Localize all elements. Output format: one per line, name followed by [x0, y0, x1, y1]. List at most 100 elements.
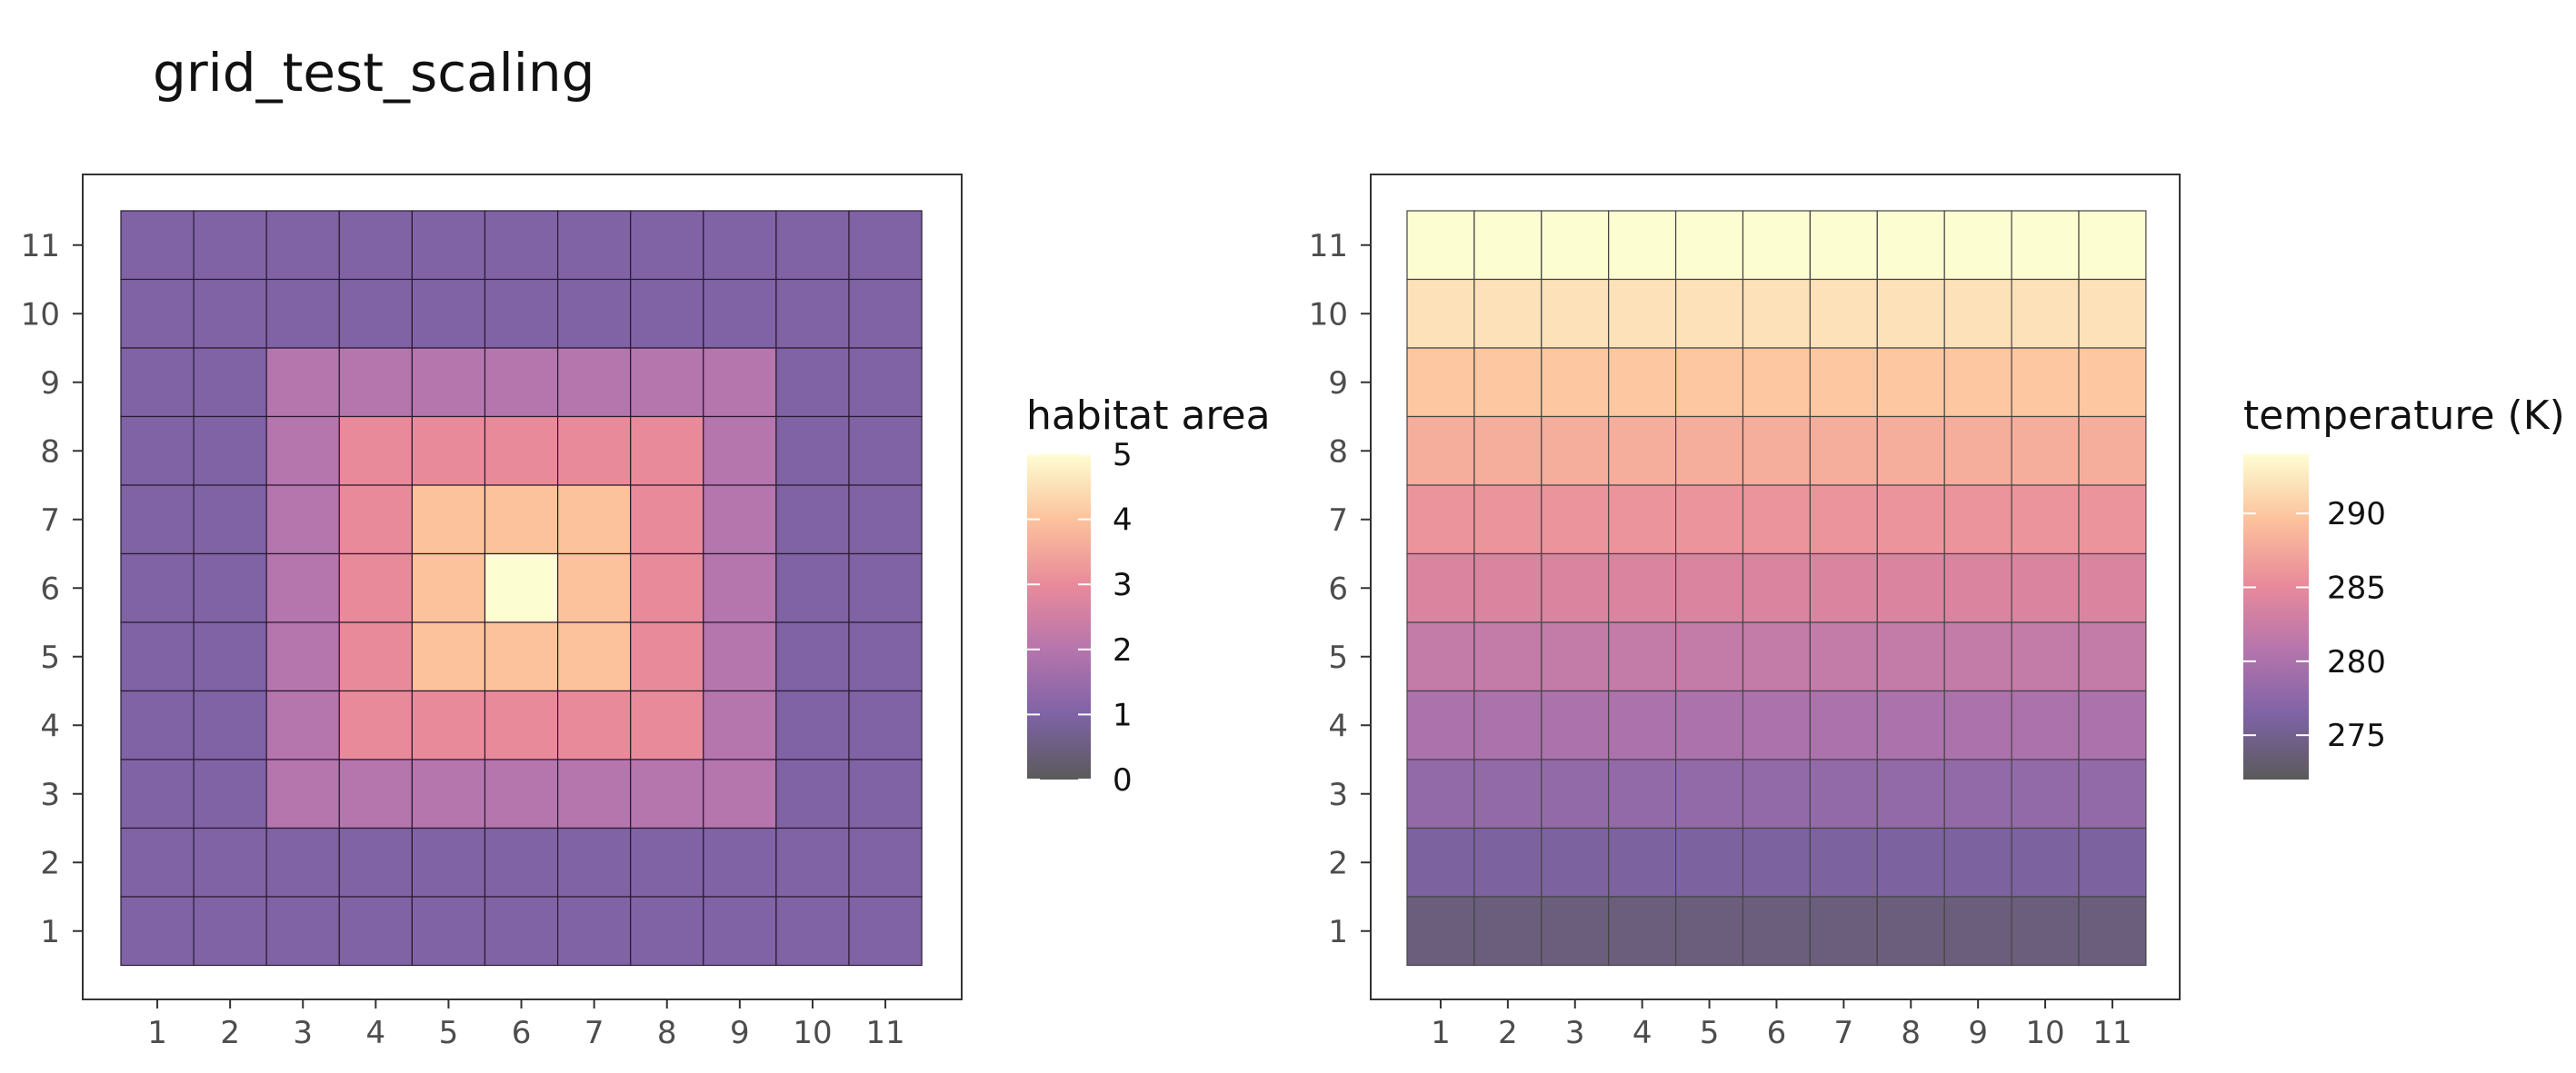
heatmap-cell [630, 552, 704, 623]
heatmap-cell [338, 415, 413, 486]
heatmap-cell [2011, 621, 2080, 692]
heatmap-cell [1608, 621, 1677, 692]
heatmap-cell [2078, 827, 2147, 898]
heatmap-cell [1608, 896, 1677, 967]
heatmap-cell [193, 759, 267, 830]
heatmap-cell [1608, 415, 1677, 486]
heatmap-cell [1674, 759, 1744, 830]
heatmap-cell [338, 827, 413, 898]
heatmap-cell [1943, 690, 2012, 760]
heatmap-cell [1406, 278, 1475, 349]
heatmap-cell [120, 347, 195, 418]
heatmap-cell [1608, 484, 1677, 555]
heatmap-cell [630, 827, 704, 898]
heatmap-cell [556, 690, 632, 760]
y-tick-label: 3 [1328, 777, 1348, 813]
y-tick-label: 10 [21, 296, 60, 333]
heatmap-cell [1406, 827, 1475, 898]
heatmap-cell [484, 347, 559, 418]
heatmap-cell [484, 415, 559, 486]
x-tick-label: 3 [293, 1015, 313, 1051]
heatmap-cell [265, 347, 340, 418]
x-tick-label: 9 [1968, 1015, 1988, 1051]
heatmap-cell [1608, 690, 1677, 760]
heatmap-cell [411, 552, 486, 623]
heatmap-cell [775, 621, 850, 692]
heatmap-cell [1541, 690, 1610, 760]
heatmap-cell [265, 827, 340, 898]
heatmap-cell [1943, 827, 2012, 898]
x-tick-label: 10 [793, 1015, 832, 1051]
heatmap-cell [484, 827, 559, 898]
heatmap-cell [556, 896, 632, 967]
legend-colorbar [2243, 454, 2309, 780]
heatmap-cell [1473, 552, 1543, 623]
heatmap-cell [630, 347, 704, 418]
heatmap-cell [484, 690, 559, 760]
heatmap-cell [265, 896, 340, 967]
heatmap-cell [630, 415, 704, 486]
heatmap-cell [630, 484, 704, 555]
heatmap-cell [2078, 896, 2147, 967]
heatmap-cell [2078, 759, 2147, 830]
temperature-cells [1406, 210, 2147, 967]
heatmap-cell [848, 347, 923, 418]
heatmap-cell [1541, 347, 1610, 418]
heatmap-cell [1809, 210, 1878, 281]
heatmap-cell [1674, 827, 1744, 898]
y-tick-label: 6 [40, 571, 60, 607]
heatmap-cell [1608, 210, 1677, 281]
x-tick-label: 11 [865, 1015, 904, 1051]
heatmap-cell [1742, 210, 1812, 281]
heatmap-cell [338, 621, 413, 692]
heatmap-cell [2011, 690, 2080, 760]
heatmap-cell [411, 827, 486, 898]
heatmap-cell [193, 621, 267, 692]
heatmap-cell [1541, 621, 1610, 692]
heatmap-cell [1674, 896, 1744, 967]
x-tick-label: 7 [584, 1015, 604, 1051]
y-tick-label: 1 [40, 914, 60, 950]
heatmap-cell [265, 210, 340, 281]
heatmap-cell [484, 896, 559, 967]
heatmap-cell [2011, 552, 2080, 623]
heatmap-cell [484, 621, 559, 692]
heatmap-cell [2011, 827, 2080, 898]
legend-label: 0 [1113, 762, 1133, 799]
y-tick-label: 1 [1328, 914, 1348, 950]
heatmap-cell [338, 759, 413, 830]
heatmap-cell [484, 759, 559, 830]
heatmap-cell [411, 896, 486, 967]
heatmap-cell [775, 347, 850, 418]
heatmap-cell [630, 278, 704, 349]
heatmap-cell [338, 896, 413, 967]
heatmap-cell [1742, 415, 1812, 486]
heatmap-cell [1473, 278, 1543, 349]
legend-label: 4 [1113, 502, 1133, 539]
legend-label: 5 [1113, 437, 1133, 473]
y-tick-label: 5 [40, 640, 60, 676]
habitat-area-cells [120, 210, 923, 967]
heatmap-cell [411, 484, 486, 555]
heatmap-cell [848, 896, 923, 967]
legend-label: 3 [1113, 567, 1133, 603]
heatmap-cell [1406, 484, 1475, 555]
x-tick-label: 1 [147, 1015, 167, 1051]
heatmap-cell [1674, 621, 1744, 692]
heatmap-cell [556, 347, 632, 418]
heatmap-cell [193, 827, 267, 898]
heatmap-cell [411, 278, 486, 349]
heatmap-cell [1742, 621, 1812, 692]
heatmap-cell [1876, 484, 1945, 555]
heatmap-cell [703, 621, 777, 692]
heatmap-cell [1674, 278, 1744, 349]
heatmap-cell [1809, 278, 1878, 349]
heatmap-cell [411, 210, 486, 281]
x-tick-label: 10 [2025, 1015, 2064, 1051]
heatmap-cell [338, 552, 413, 623]
heatmap-cell [703, 484, 777, 555]
heatmap-cell [848, 759, 923, 830]
heatmap-cell [2078, 484, 2147, 555]
